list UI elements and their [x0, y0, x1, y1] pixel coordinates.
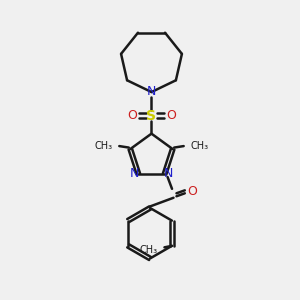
Text: O: O	[166, 109, 176, 122]
Text: O: O	[187, 185, 197, 198]
Text: CH₃: CH₃	[140, 245, 158, 255]
Text: CH₃: CH₃	[190, 141, 208, 151]
Text: N: N	[164, 167, 173, 181]
Text: N: N	[130, 167, 140, 181]
Text: CH₃: CH₃	[94, 141, 112, 151]
Text: O: O	[127, 109, 137, 122]
Text: S: S	[146, 109, 157, 123]
Text: N: N	[147, 85, 156, 98]
